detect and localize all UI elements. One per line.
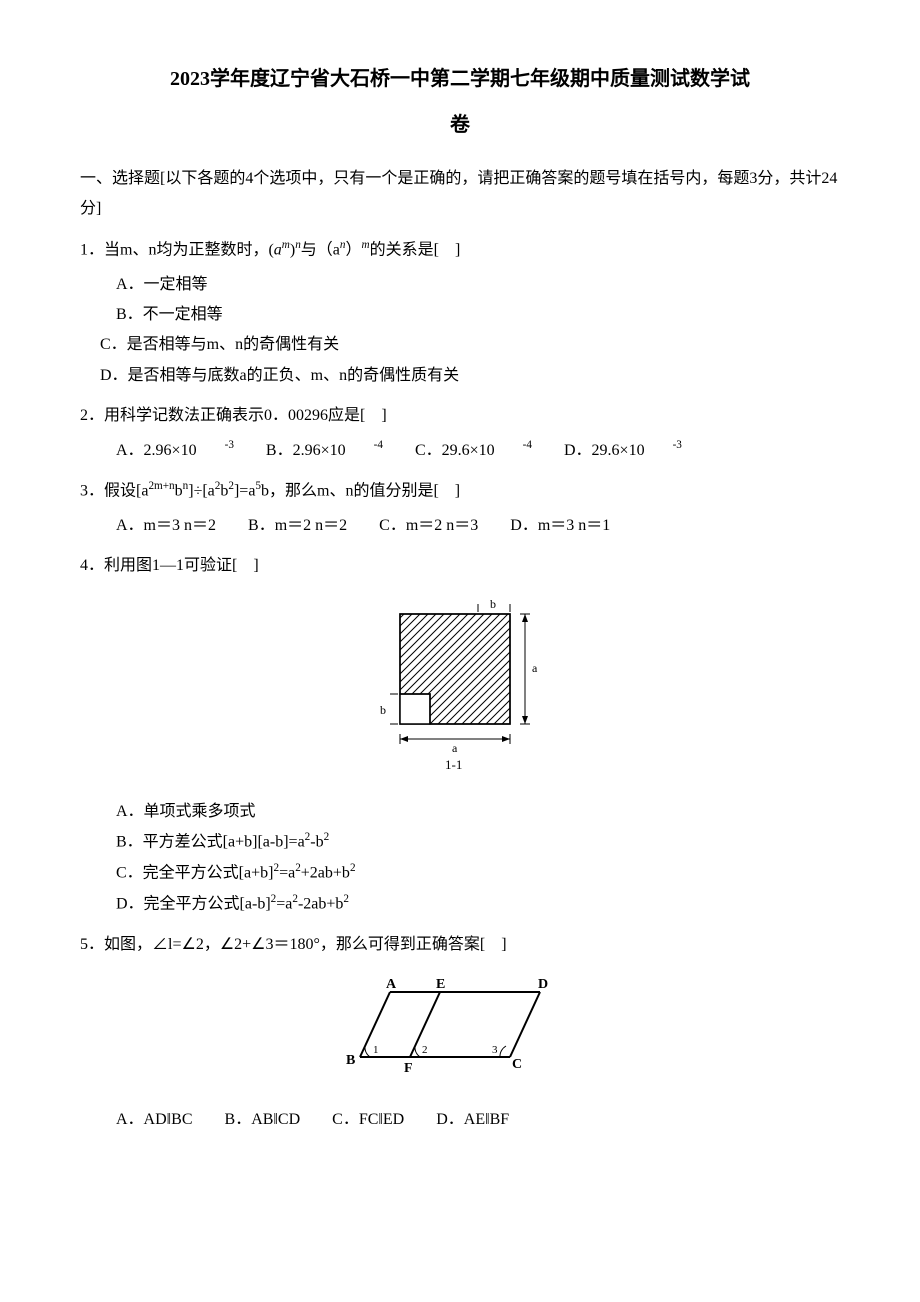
q3-stem-part: b，那么m、n的值分别是[ ] xyxy=(261,483,460,500)
q1-stem-part: ） xyxy=(346,241,362,258)
q3-optD: D．m＝3 n＝1 xyxy=(510,511,610,541)
q1-optB: B．不一定相等 xyxy=(116,300,840,330)
q4-optC-text: =a xyxy=(279,865,295,882)
q1-stem-part: 与（a xyxy=(301,241,340,258)
q3-stem: 3．假设[a2m+nbn]÷[a2b2]=a5b，那么m、n的值分别是[ ] xyxy=(80,476,840,507)
q2-options: A．2.96×10 -3 B．2.96×10 -4 C．29.6×10 -4 D．29… xyxy=(116,435,840,466)
q3-optB: B．m＝2 n＝2 xyxy=(248,511,347,541)
q3-stem-part: ]=a xyxy=(234,483,255,500)
q4-optC-text: +2ab+b xyxy=(301,865,350,882)
q4-label-b-top: b xyxy=(490,597,496,611)
section1-header: 一、选择题[以下各题的4个选项中，只有一个是正确的，请把正确答案的题号填在括号内… xyxy=(80,164,840,225)
q3-optC: C．m＝2 n＝3 xyxy=(379,511,478,541)
q5-label-C: C xyxy=(512,1057,522,1072)
q5-optC: C．FC‖ED xyxy=(332,1105,404,1135)
q5-options: A．AD‖BC B．AB‖CD C．FC‖ED D．AE‖BF xyxy=(116,1105,840,1135)
q4-optD: D．完全平方公式[a-b]2=a2-2ab+b2 xyxy=(116,889,840,920)
q4-optD-text: -2ab+b xyxy=(298,895,343,912)
q2-optB-text: B．2.96×10 xyxy=(266,436,346,466)
q5-figure: A E D B F C 1 2 3 xyxy=(80,972,840,1093)
q3-exp: 2m+n xyxy=(148,480,174,492)
q4-optC-text: C．完全平方公式[a+b] xyxy=(116,865,273,882)
q1-stem: 1．当m、n均为正整数时，(am)n与（an）m的关系是[ ] xyxy=(80,235,840,266)
q4-exp: 2 xyxy=(324,831,330,843)
q5-label-F: F xyxy=(404,1061,413,1076)
q4-caption: 1-1 xyxy=(445,757,462,772)
q4-options: A．单项式乘多项式 B．平方差公式[a+b][a-b]=a2-b2 C．完全平方… xyxy=(116,797,840,920)
q4-label-b-left: b xyxy=(380,703,386,717)
q5-angle3: 3 xyxy=(492,1044,498,1056)
q1-exp-m2: m xyxy=(362,239,370,251)
q4-optB: B．平方差公式[a+b][a-b]=a2-b2 xyxy=(116,827,840,858)
q4-optB-text: B．平方差公式[a+b][a-b]=a xyxy=(116,834,305,851)
q5-label-B: B xyxy=(346,1053,355,1068)
q2-optB: B．2.96×10 -4 xyxy=(266,435,383,466)
q1-stem-part: 的关系是[ ] xyxy=(370,241,461,258)
q5-label-D: D xyxy=(538,977,548,992)
q1-stem-part: 1．当m、n均为正整数时，( xyxy=(80,241,274,258)
q3-stem-part: 3．假设[a xyxy=(80,483,148,500)
q4-label-a-bottom: a xyxy=(452,741,458,755)
q1-options: A．一定相等 B．不一定相等 xyxy=(116,270,840,331)
q5-angle1: 1 xyxy=(373,1044,379,1056)
q1-optD: D．是否相等与底数a的正负、m、n的奇偶性质有关 xyxy=(100,361,840,391)
q5-optA: A．AD‖BC xyxy=(116,1105,193,1135)
q2-optC-exp: -4 xyxy=(523,439,532,451)
q5-label-E: E xyxy=(436,977,445,992)
q3-optA: A．m＝3 n＝2 xyxy=(116,511,216,541)
q4-stem: 4．利用图1—1可验证[ ] xyxy=(80,551,840,581)
q5-optB: B．AB‖CD xyxy=(225,1105,301,1135)
q5-stem: 5．如图，∠l=∠2，∠2+∠3＝180°，那么可得到正确答案[ ] xyxy=(80,930,840,960)
exam-title-line2: 卷 xyxy=(80,106,840,144)
q2-optD-exp: -3 xyxy=(673,439,682,451)
q4-exp: 2 xyxy=(343,893,349,905)
q2-stem: 2．用科学记数法正确表示0．00296应是[ ] xyxy=(80,401,840,431)
q2-optD-text: D．29.6×10 xyxy=(564,436,645,466)
q4-label-a-right: a xyxy=(532,661,538,675)
q1-var-a: a xyxy=(274,241,282,258)
q2-optA: A．2.96×10 -3 xyxy=(116,435,234,466)
q4-optD-text: D．完全平方公式[a-b] xyxy=(116,895,271,912)
q2-optB-exp: -4 xyxy=(374,439,383,451)
q4-optB-text: -b xyxy=(310,834,323,851)
exam-title-line1: 2023学年度辽宁省大石桥一中第二学期七年级期中质量测试数学试 xyxy=(80,60,840,98)
q2-optC: C．29.6×10 -4 xyxy=(415,435,532,466)
q3-options: A．m＝3 n＝2 B．m＝2 n＝2 C．m＝2 n＝3 D．m＝3 n＝1 xyxy=(116,511,840,541)
q1-optC: C．是否相等与m、n的奇偶性有关 xyxy=(100,330,840,360)
q3-stem-part: b xyxy=(175,483,183,500)
q4-optA: A．单项式乘多项式 xyxy=(116,797,840,827)
q5-optD: D．AE‖BF xyxy=(436,1105,509,1135)
q5-angle2: 2 xyxy=(422,1044,428,1056)
q1-optA: A．一定相等 xyxy=(116,270,840,300)
q4-exp: 2 xyxy=(350,862,356,874)
q4-optC: C．完全平方公式[a+b]2=a2+2ab+b2 xyxy=(116,858,840,889)
q2-optC-text: C．29.6×10 xyxy=(415,436,495,466)
q4-optD-text: =a xyxy=(276,895,292,912)
q3-stem-part: ]÷[a xyxy=(188,483,215,500)
q1-exp-m: m xyxy=(282,239,290,251)
q2-optD: D．29.6×10 -3 xyxy=(564,435,682,466)
q2-optA-exp: -3 xyxy=(225,439,234,451)
q2-optA-text: A．2.96×10 xyxy=(116,436,197,466)
q5-label-A: A xyxy=(386,977,397,992)
q4-figure: b a b a 1-1 xyxy=(80,594,840,785)
